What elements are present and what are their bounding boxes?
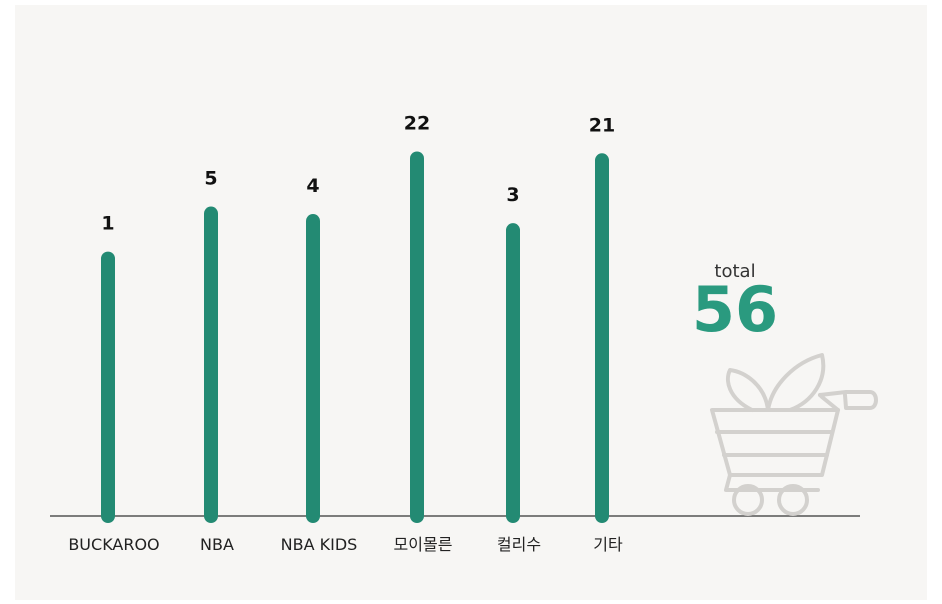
total-value: 56 (692, 273, 778, 346)
value-label: 5 (204, 168, 217, 190)
x-tick-label: 컬리수 (497, 535, 541, 554)
cart-icon (710, 353, 878, 516)
value-label: 3 (506, 184, 519, 206)
x-tick-label: 모이몰른 (394, 535, 453, 554)
value-label: 21 (589, 114, 615, 136)
value-label: 22 (404, 112, 430, 134)
x-tick-label: 기타 (593, 535, 623, 554)
x-tick-label: BUCKAROO (68, 535, 159, 554)
x-tick-label: NBA KIDS (281, 535, 358, 554)
value-label: 4 (306, 175, 319, 197)
x-tick-label: NBA (200, 535, 234, 554)
value-label: 1 (101, 213, 114, 235)
total-label: total (714, 261, 755, 282)
panel (15, 5, 927, 600)
